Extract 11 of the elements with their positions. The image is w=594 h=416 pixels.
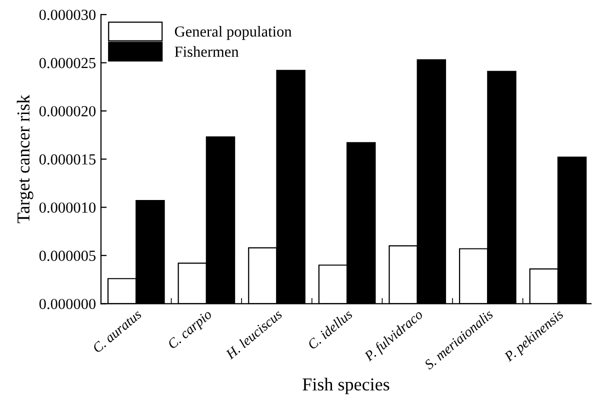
y-axis-title: Target cancer risk [16,94,34,224]
y-tick-label: 0.000020 [39,106,96,116]
x-axis-title: Fish species [302,378,390,394]
y-tick-label: 0.000010 [39,202,96,213]
y-tick-label: 0.000030 [39,10,96,20]
y-tick-label: 0.000000 [39,298,96,310]
y-tick-label: 0.000025 [39,58,96,68]
y-tick-label: 0.000015 [39,154,96,165]
y-tick-label: 0.000005 [39,250,96,262]
legend-label: Fishermen [174,46,239,57]
legend-label: General population [174,26,292,40]
